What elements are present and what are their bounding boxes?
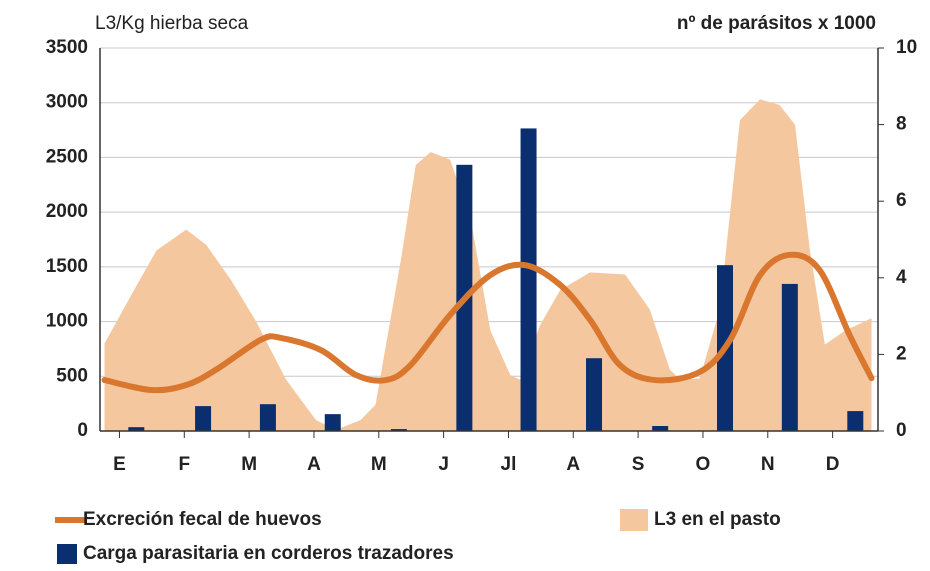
y2-tick-label: 2 [896,343,907,364]
y-tick-label: 0 [77,420,88,441]
y2-tick-label: 6 [896,190,907,211]
x-tick-label: N [761,454,775,475]
bar [390,429,407,431]
y2-tick-label: 8 [896,114,907,135]
y2-tick-label: 10 [896,37,917,58]
x-tick-label: Jl [501,454,517,475]
area [104,99,872,431]
x-tick-label: S [632,454,645,475]
bar [195,406,212,431]
x-tick-label: F [178,454,190,475]
x-tick-label: O [696,454,711,475]
y2-tick-label: 0 [896,420,907,441]
y-tick-label: 2000 [46,201,88,222]
x-tick-label: M [241,454,257,475]
bar [324,414,341,431]
y-tick-label: 1500 [46,256,88,277]
legend-label: L3 en el pasto [654,509,781,530]
y-axis-title: L3/Kg hierba seca [95,13,249,34]
y2-tick-label: 4 [896,267,907,288]
line [101,251,875,394]
x-tick-label: A [307,454,321,475]
y-tick-label: 3500 [46,37,88,58]
bar [652,426,669,431]
x-tick-label: J [438,454,449,475]
bar [128,427,145,431]
legend-label: Carga parasitaria en corderos trazadores [83,543,454,564]
bar [781,283,798,431]
x-tick-label: D [826,454,840,475]
bar [520,128,537,431]
bar [259,404,276,431]
y-tick-label: 1000 [46,311,88,332]
legend-swatch [620,509,648,531]
legend-swatch [57,544,77,564]
x-tick-label: E [113,454,126,475]
y-tick-label: 2500 [46,146,88,167]
x-tick-label: A [566,454,580,475]
x-tick-label: M [371,454,387,475]
bar [847,411,864,431]
y-tick-label: 500 [56,365,88,386]
bar [586,358,603,431]
y-tick-label: 3000 [46,92,88,113]
legend-label: Excreción fecal de huevos [83,509,322,530]
y2-axis-title: nº de parásitos x 1000 [677,13,876,34]
